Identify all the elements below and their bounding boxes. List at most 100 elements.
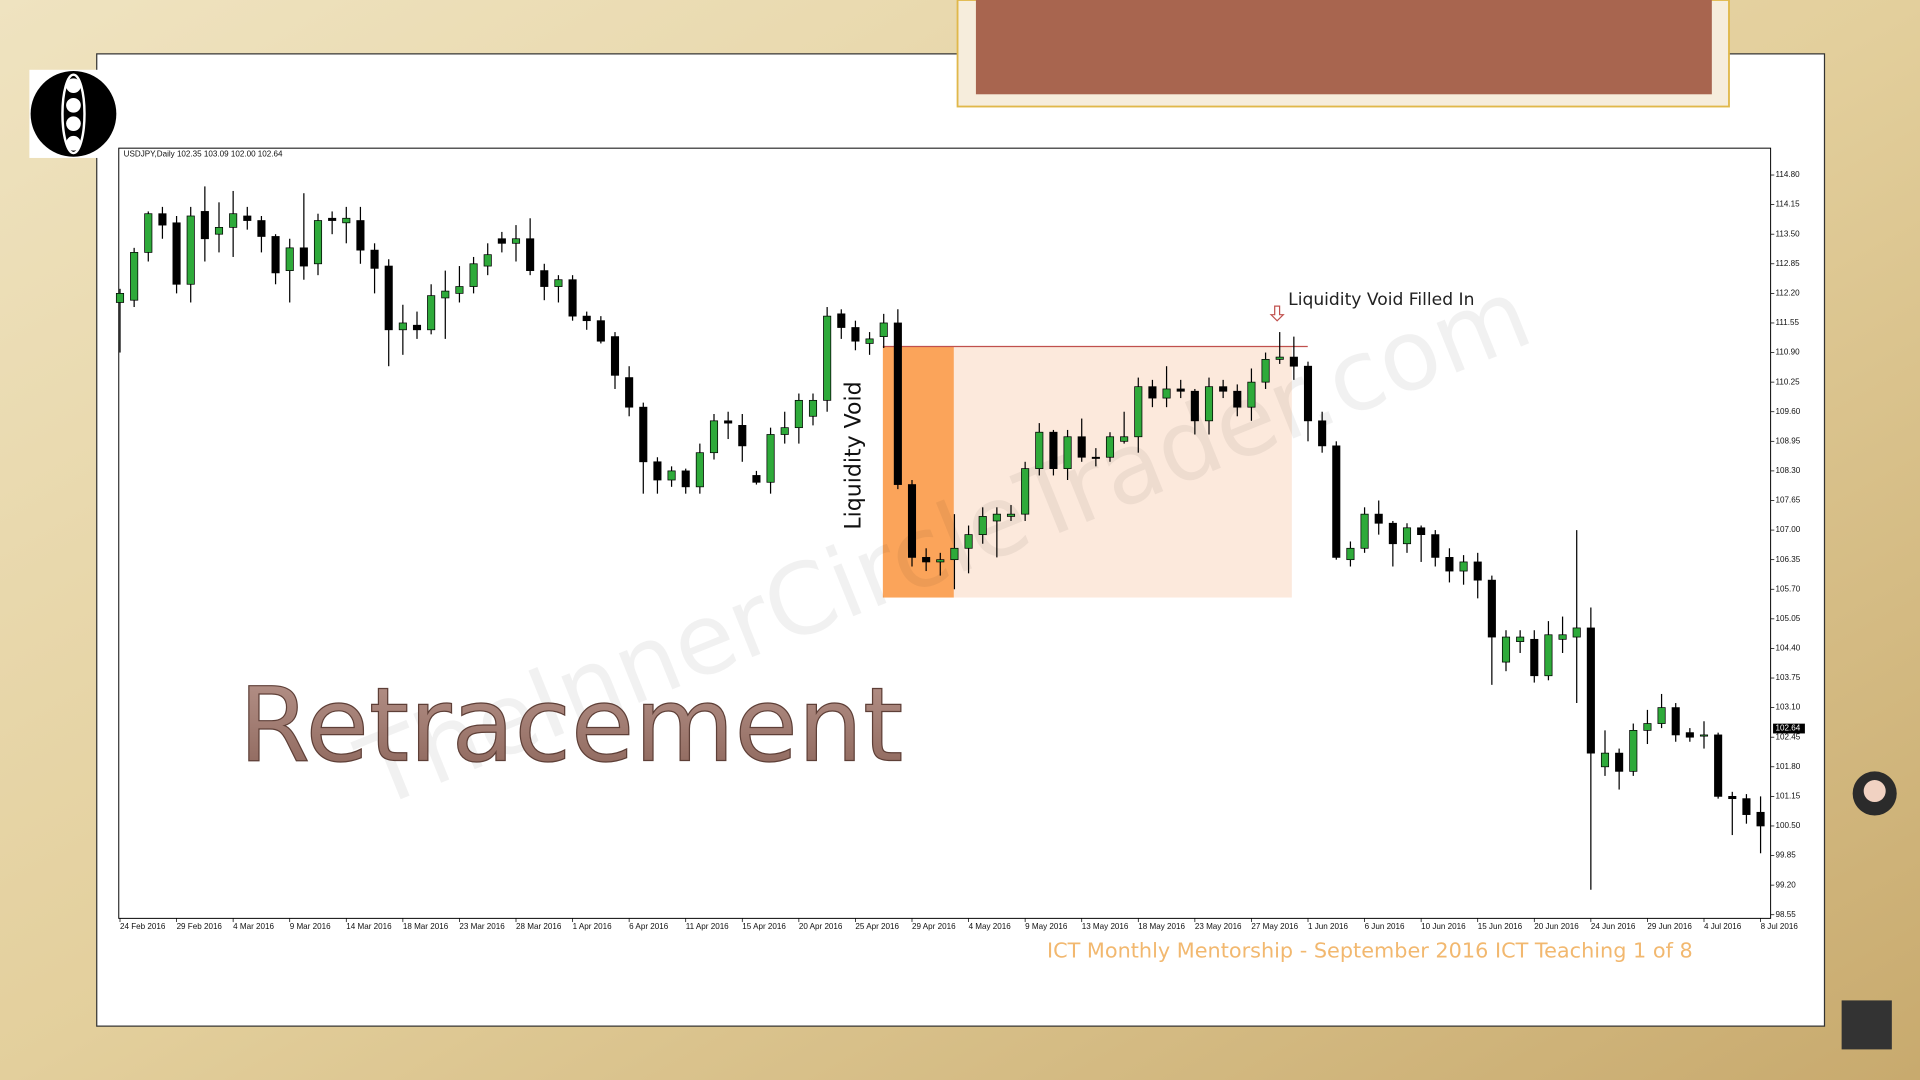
candle-body	[1063, 436, 1072, 469]
candle-body	[1134, 386, 1143, 438]
candle-body	[823, 315, 832, 401]
candle-body	[1204, 386, 1214, 422]
y-tick-label: 106.35	[1776, 555, 1801, 564]
x-tick-label: 13 May 2016	[1082, 922, 1129, 931]
chart-header: USDJPY,Daily 102.35 103.09 102.00 102.64	[124, 149, 283, 158]
footer: ICT Monthly Mentorship - September 2016 …	[1047, 938, 1693, 962]
candle-body	[1431, 534, 1440, 558]
y-tick-label: 105.05	[1776, 614, 1801, 623]
candle-body	[709, 420, 719, 454]
y-tick-label: 101.15	[1776, 792, 1801, 801]
x-tick-label: 29 Jun 2016	[1647, 922, 1692, 931]
candle-body	[1105, 436, 1115, 458]
y-tick-label: 112.20	[1776, 289, 1801, 298]
candle-body	[950, 547, 959, 561]
y-tick-label: 109.60	[1776, 407, 1801, 416]
candle-body	[1162, 388, 1171, 399]
candle-body	[497, 238, 506, 244]
y-tick-label: 112.85	[1776, 259, 1801, 268]
candle-body	[115, 293, 125, 303]
candle-body	[130, 252, 139, 301]
candle-body	[625, 377, 634, 408]
candle-body	[893, 322, 902, 485]
candle-body	[144, 213, 153, 253]
candle-body	[214, 227, 224, 235]
candle-body	[766, 434, 775, 483]
candle-body	[1360, 513, 1369, 549]
candle-body	[243, 215, 252, 221]
candle-body	[879, 322, 888, 337]
x-tick-label: 9 May 2016	[1025, 922, 1068, 931]
candle-body	[1021, 468, 1030, 515]
candle-body	[1303, 365, 1313, 422]
x-tick-label: 4 May 2016	[969, 922, 1012, 931]
candle-body	[837, 313, 846, 328]
candle-body	[1332, 445, 1341, 558]
y-tick-label: 99.85	[1776, 851, 1797, 860]
candle-body	[1643, 723, 1652, 731]
candle-body	[328, 217, 337, 221]
y-tick-label: 104.40	[1776, 644, 1801, 653]
candle-body	[427, 295, 436, 331]
annotation-filled: Liquidity Void Filled In	[1288, 290, 1474, 310]
retracement-zone	[953, 346, 1292, 598]
y-tick-label: 114.15	[1776, 200, 1801, 209]
y-tick-label: 110.25	[1776, 377, 1801, 386]
x-tick-label: 24 Feb 2016	[120, 922, 166, 931]
x-tick-label: 15 Apr 2016	[742, 922, 786, 931]
candle-body	[1600, 752, 1610, 768]
y-tick-label: 100.50	[1776, 821, 1801, 830]
header-box	[975, 0, 1712, 95]
candle-body	[1247, 381, 1256, 408]
y-tick-label: 108.30	[1776, 466, 1801, 475]
candle-body	[1049, 431, 1058, 469]
y-tick-label: 107.00	[1776, 525, 1801, 534]
candle-body	[1459, 561, 1468, 572]
webcam-thumb	[1841, 1000, 1892, 1050]
candle-body	[172, 222, 181, 285]
candle-body	[526, 238, 535, 271]
candle-body	[1629, 730, 1638, 772]
y-tick-label: 103.75	[1776, 673, 1801, 682]
candle-body	[370, 249, 379, 269]
candle-body	[1756, 811, 1765, 827]
candle-body	[1671, 707, 1680, 736]
candle-body	[653, 461, 662, 481]
candle-body	[229, 213, 238, 228]
candle-body	[186, 215, 195, 285]
candle-body	[285, 247, 294, 271]
x-tick-label: 14 Mar 2016	[346, 922, 392, 931]
candle-body	[610, 336, 620, 376]
candle-body	[1035, 431, 1044, 469]
candle-body	[1473, 561, 1482, 581]
candle-body	[1699, 734, 1709, 737]
x-tick-label: 4 Jul 2016	[1704, 922, 1742, 931]
y-tick-label: 105.70	[1776, 584, 1801, 593]
candle-body	[1445, 557, 1454, 572]
candle-body	[695, 452, 704, 488]
candle-body	[667, 470, 676, 481]
candle-body	[1219, 386, 1228, 392]
x-tick-label: 24 Jun 2016	[1591, 922, 1636, 931]
candle-body	[1501, 636, 1511, 663]
candle-body	[865, 338, 874, 344]
last-price-box	[1773, 723, 1805, 734]
x-tick-label: 20 Apr 2016	[799, 922, 843, 931]
x-tick-label: 1 Jun 2016	[1308, 922, 1348, 931]
candle-body	[992, 513, 1001, 522]
candle-body	[1190, 390, 1199, 422]
y-tick-label: 110.90	[1776, 348, 1801, 357]
candle-body	[1487, 579, 1496, 638]
candle-body	[1558, 634, 1567, 640]
x-tick-label: 11 Apr 2016	[686, 922, 729, 931]
candle-body	[1728, 796, 1737, 800]
avatar	[1852, 771, 1897, 816]
candle-body	[936, 559, 945, 563]
y-tick-label: 111.55	[1776, 318, 1800, 327]
y-tick-label: 99.20	[1776, 880, 1797, 889]
candle-body	[1402, 527, 1412, 545]
candle-body	[1148, 386, 1157, 399]
candle-body	[724, 420, 733, 424]
